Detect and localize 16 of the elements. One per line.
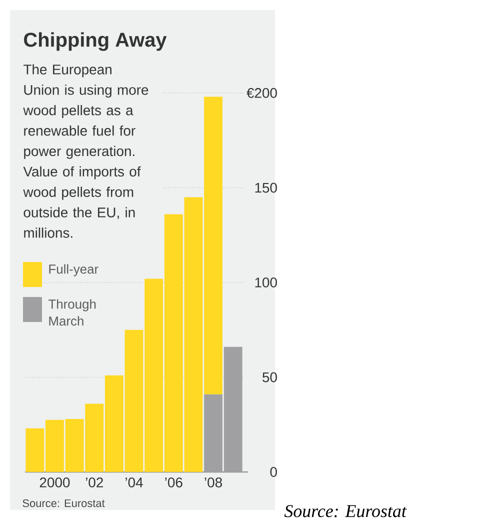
y-tick-label: 150 xyxy=(255,182,277,193)
x-tick-label: ’08 xyxy=(204,478,222,488)
source-note: Source: Eurostat xyxy=(22,499,105,508)
x-tick-label: 2000 xyxy=(40,478,70,488)
chart-title: Chipping Away xyxy=(24,32,167,51)
y-tick-label: €200 xyxy=(246,88,277,98)
legend-label: Through March xyxy=(48,299,96,326)
source-note: Source: Eurostat xyxy=(284,505,407,518)
text: The European Union is using more wood pellets as a renewable fuel for power generation. Value of imports of wood pellets from outside the EU, in millions. xyxy=(23,64,148,238)
y-tick-label: 50 xyxy=(262,372,277,382)
x-tick-label: ’04 xyxy=(126,478,143,488)
x-tick-label: ’02 xyxy=(86,478,103,488)
y-tick-label: 100 xyxy=(255,278,277,288)
y-tick-label: 0 xyxy=(270,467,277,477)
legend-label: Full-year xyxy=(49,264,98,276)
x-tick-label: ’06 xyxy=(165,478,182,488)
